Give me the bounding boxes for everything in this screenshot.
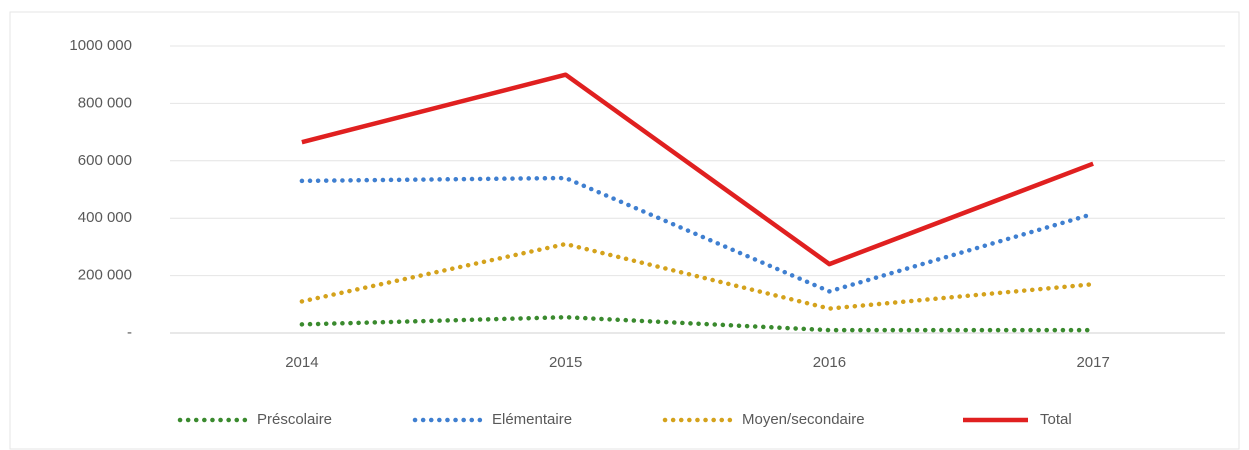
series-line — [301, 72, 1094, 267]
y-tick-label: 400 000 — [78, 209, 132, 226]
x-tick-label: 2017 — [1076, 354, 1109, 371]
y-tick-label: 800 000 — [78, 94, 132, 111]
chart-frame — [9, 11, 1240, 450]
legend-label: Moyen/secondaire — [742, 411, 865, 428]
series-line — [299, 314, 1096, 333]
y-tick-label: - — [127, 324, 132, 341]
legend-label: Total — [1040, 411, 1072, 428]
series-line — [299, 241, 1096, 311]
series-line — [299, 175, 1096, 294]
x-tick-label: 2014 — [285, 354, 318, 371]
y-tick-label: 200 000 — [78, 267, 132, 284]
legend-label: Préscolaire — [257, 411, 332, 428]
x-tick-label: 2016 — [813, 354, 846, 371]
y-tick-label: 600 000 — [78, 152, 132, 169]
y-tick-label: 1000 000 — [69, 37, 132, 54]
legend-label: Elémentaire — [492, 411, 572, 428]
x-tick-label: 2015 — [549, 354, 582, 371]
